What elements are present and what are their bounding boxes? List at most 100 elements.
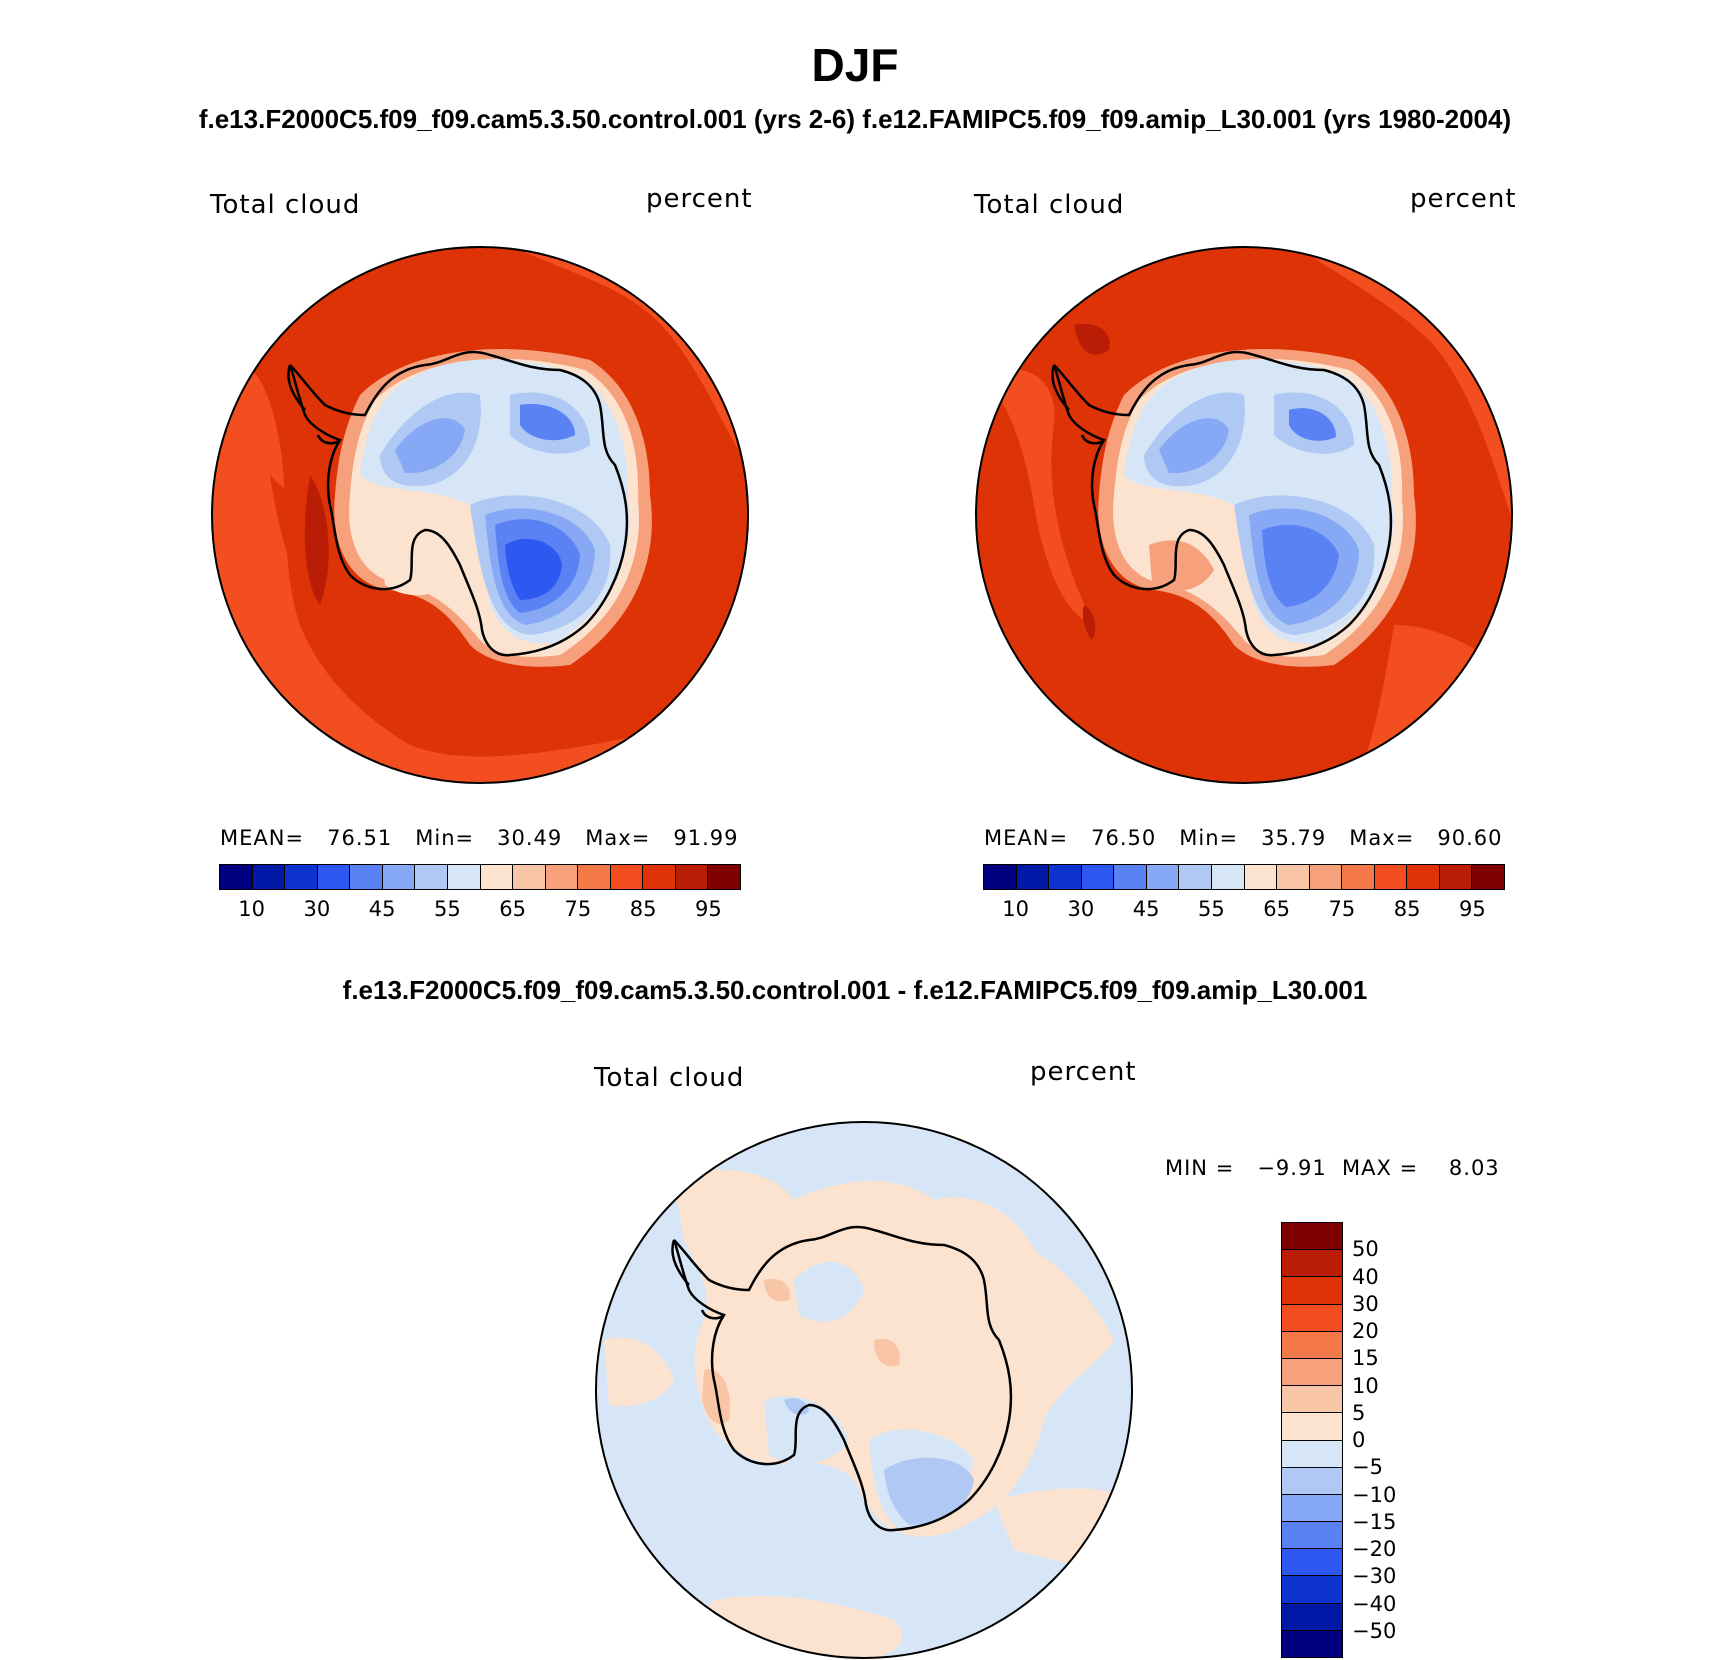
colorbar-swatch [1114,865,1147,889]
ocean-mid-region-west [976,368,1094,625]
panel-2-map [975,246,1513,784]
colorbar-swatch [1016,865,1050,889]
colorbar-tick-label: 30 [1352,1291,1379,1316]
colorbar-swatch [382,865,416,889]
colorbar-swatch [220,865,253,889]
colorbar-swatch [1282,1277,1342,1305]
colorbar-tick-label: 40 [1352,1264,1379,1289]
colorbar-tick-label: 15 [1352,1346,1379,1371]
colorbar-tick-label: 95 [1459,897,1486,921]
colorbar-tick-label: 0 [1352,1428,1366,1452]
colorbar-tick-label: −40 [1352,1591,1397,1616]
colorbar-tick-label: −30 [1352,1564,1397,1589]
panel-1-stats: MEAN= 76.51 Min= 30.49 Max= 91.99 [220,826,738,850]
panel-1-map [211,246,749,784]
mean-value: 76.50 [1091,826,1157,850]
panel-1-colorbar [219,864,741,890]
antarctic-peninsula [287,364,341,445]
diff-neg-inland [794,1261,864,1322]
ice-deep-ne [520,404,575,441]
colorbar-swatch [1146,865,1180,889]
min-label: Min= [1179,826,1239,850]
diff-min-label: MIN = [1165,1156,1235,1180]
ice-blue-west [1159,418,1229,474]
colorbar-tick-label: 30 [303,897,331,921]
colorbar-swatch [1049,865,1082,889]
colorbar-swatch [1407,865,1440,889]
colorbar-swatch [675,865,709,889]
colorbar-tick-label: 10 [1002,897,1029,921]
ice-deep-ne [1289,408,1336,441]
mean-label: MEAN= [984,826,1069,850]
colorbar-swatch [1472,865,1504,889]
colorbar-swatch [415,865,448,889]
mean-label: MEAN= [220,826,305,850]
colorbar-swatch [1282,1440,1342,1468]
colorbar-swatch [1439,865,1473,889]
figure-title: DJF [811,39,899,91]
panel-2-variable: Total cloud [974,190,1125,220]
colorbar-swatch [252,865,286,889]
min-value: 35.79 [1261,826,1327,850]
colorbar-swatch [578,865,611,889]
colorbar-swatch [1342,865,1375,889]
ocean-dark-patch-2 [1082,605,1096,640]
colorbar-swatch [984,865,1017,889]
antarctic-peninsula [671,1239,725,1320]
antarctica-coastline [672,1225,1013,1532]
diff-pos2-inland [764,1278,790,1302]
colorbar-tick-label: −5 [1352,1455,1383,1480]
colorbar-tick-label: 95 [695,897,722,921]
colorbar-swatch [610,865,644,889]
colorbar-swatch [480,865,514,889]
colorbar-swatch [545,865,579,889]
colorbar-swatch [1081,865,1115,889]
ocean-dark-patch [1074,323,1110,355]
antarctica-coastline [288,350,629,657]
colorbar-swatch [285,865,318,889]
colorbar-tick-label: 55 [1198,897,1225,921]
panel-1-colorbar-ticks: 10 30 45 55 65 75 85 95 [219,897,741,923]
colorbar-tick-label: 55 [434,897,461,921]
colorbar-tick-label: 75 [1328,897,1356,921]
colorbar-swatch [1282,1467,1342,1495]
min-value: 30.49 [497,826,563,850]
colorbar-tick-label: 20 [1352,1319,1379,1343]
panel-2-units: percent [1410,184,1517,214]
diff-map [595,1121,1133,1659]
colorbar-swatch [1282,1576,1342,1604]
colorbar-tick-label: 65 [499,897,526,921]
panel-2-colorbar-ticks: 10 30 45 55 65 75 85 95 [983,897,1505,923]
colorbar-swatch [708,865,740,889]
colorbar-swatch [1211,865,1245,889]
panel-1-units: percent [646,184,753,214]
ross-shelf-light [1149,540,1214,591]
diff-min-value: −9.91 [1257,1156,1327,1180]
diff-variable: Total cloud [594,1063,745,1093]
diff-pos-west [604,1337,674,1407]
figure-subtitle: f.e13.F2000C5.f09_f09.cam5.3.50.control.… [198,104,1512,134]
mean-value: 76.51 [327,826,393,850]
colorbar-swatch [1282,1304,1342,1332]
colorbar-tick-label: 45 [368,897,396,921]
ocean-dark-patch [304,475,329,605]
colorbar-swatch [1179,865,1212,889]
diff-neg2-ross [784,1398,809,1415]
colorbar-swatch [1277,865,1310,889]
colorbar-swatch [350,865,383,889]
diff-colorbar [1281,1222,1343,1658]
colorbar-swatch [643,865,676,889]
colorbar-tick-label: 30 [1067,897,1095,921]
max-value: 90.60 [1437,826,1503,850]
colorbar-tick-label: −10 [1352,1482,1397,1507]
ross-shelf-pale [380,540,455,596]
max-label: Max= [585,826,651,850]
ice-deep-east [1262,524,1339,607]
colorbar-swatch [317,865,351,889]
colorbar-tick-label: 50 [1352,1237,1379,1262]
diff-units: percent [1030,1057,1137,1087]
colorbar-tick-label: 75 [564,897,592,921]
panel-1-variable: Total cloud [210,190,361,220]
ice-core-east [505,538,562,600]
colorbar-tick-label: 10 [1352,1373,1379,1398]
